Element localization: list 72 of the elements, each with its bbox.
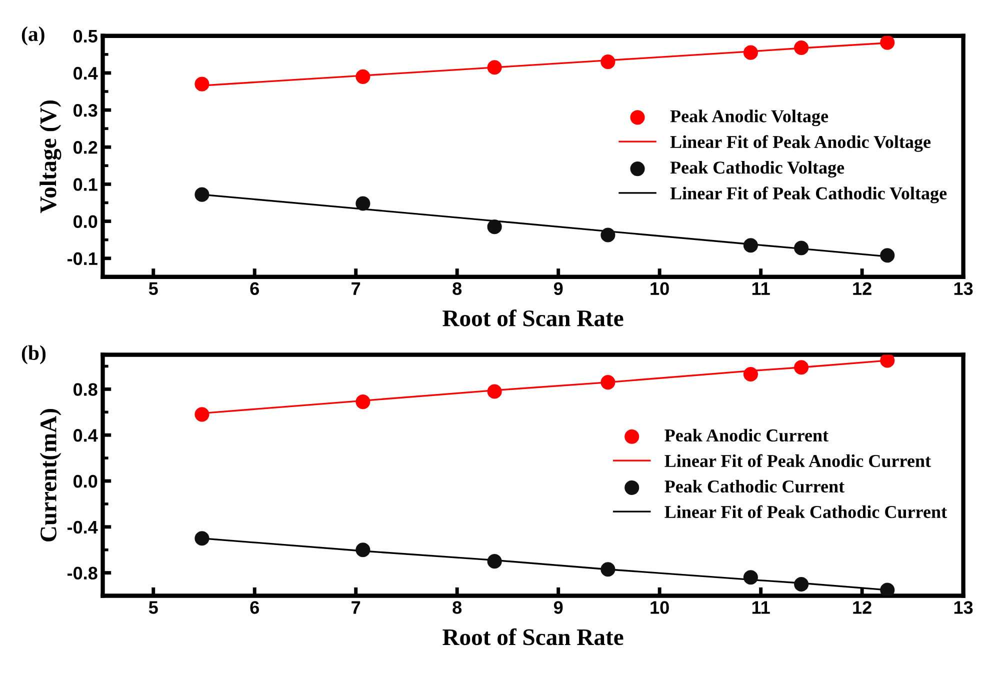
x-tick-label: 6 — [250, 601, 259, 614]
point — [194, 407, 210, 422]
x-tick-label: 8 — [452, 601, 462, 614]
legend-label: Linear Fit of Peak Cathodic Voltage — [670, 186, 947, 204]
point — [794, 360, 809, 375]
x-tick-label: 13 — [954, 282, 973, 296]
x-tick-label: 5 — [148, 601, 158, 614]
point — [600, 562, 616, 577]
legend-label: Linear Fit of Peak Cathodic Current — [664, 505, 947, 518]
x-tick-label: 12 — [853, 601, 872, 614]
text: (a) — [22, 26, 44, 46]
x-tick-label: 10 — [650, 282, 669, 296]
x-tick-label: 10 — [650, 601, 669, 614]
legend-label: Peak Cathodic Current — [664, 480, 844, 493]
y-tick-label: 0.3 — [74, 104, 98, 117]
point — [356, 196, 370, 211]
x-tick-label: 9 — [554, 282, 563, 296]
point — [487, 384, 502, 399]
point — [600, 54, 616, 70]
y-tick-label: 0.0 — [74, 215, 98, 228]
point — [487, 60, 502, 75]
point — [743, 45, 758, 60]
legend-label: Peak Cathodic Voltage — [670, 161, 844, 178]
point — [794, 40, 809, 56]
y-axis-title: Voltage (V) — [40, 100, 62, 214]
point — [487, 554, 502, 569]
x-tick-label: 12 — [853, 282, 872, 295]
text: (b) — [22, 345, 46, 364]
y-tick-label: 0.2 — [74, 141, 98, 154]
x-tick-label: 13 — [954, 601, 973, 614]
x-tick-label: 11 — [752, 601, 770, 614]
y-tick-label: 0.1 — [74, 178, 98, 191]
y-tick-label: 0.5 — [74, 30, 98, 43]
point — [794, 577, 809, 592]
x-tick-label: 7 — [352, 282, 360, 295]
point — [356, 394, 370, 410]
legend-label: Peak Anodic Current — [664, 428, 828, 442]
legend-label: Peak Anodic Voltage — [670, 110, 828, 126]
y-tick-label: 0.4 — [74, 429, 98, 442]
point — [880, 354, 895, 368]
point — [356, 542, 370, 558]
point — [743, 366, 758, 382]
x-tick-label: 9 — [554, 601, 563, 614]
point — [743, 238, 758, 253]
y-tick-label: -0.4 — [67, 520, 98, 534]
y-tick-label: -0.8 — [67, 566, 98, 580]
legend-label: Linear Fit of Peak Anodic Current — [664, 454, 931, 468]
y-tick-label: 0.8 — [74, 383, 98, 396]
point — [194, 76, 210, 92]
point — [600, 228, 616, 242]
legend-label: Linear Fit of Peak Anodic Voltage — [670, 135, 931, 152]
x-tick-label: 5 — [148, 282, 158, 296]
y-tick-label: -0.1 — [67, 252, 98, 266]
y-axis-title: Current(mA) — [40, 408, 62, 542]
point — [356, 69, 370, 84]
point — [600, 375, 616, 390]
point — [880, 582, 895, 596]
y-tick-label: 0.4 — [74, 66, 98, 80]
x-axis-title: Root of Scan Rate — [442, 309, 624, 326]
x-tick-label: 8 — [452, 282, 462, 296]
x-tick-label: 7 — [352, 601, 360, 614]
y-tick-label: 0.0 — [74, 474, 98, 488]
point — [794, 240, 809, 256]
point — [194, 531, 210, 546]
x-tick-label: 11 — [752, 282, 770, 295]
point — [880, 248, 895, 263]
point — [743, 570, 758, 585]
point — [194, 187, 210, 202]
x-tick-label: 6 — [250, 282, 259, 296]
x-axis-title: Root of Scan Rate — [442, 628, 624, 646]
point — [487, 220, 502, 234]
point — [880, 36, 895, 50]
